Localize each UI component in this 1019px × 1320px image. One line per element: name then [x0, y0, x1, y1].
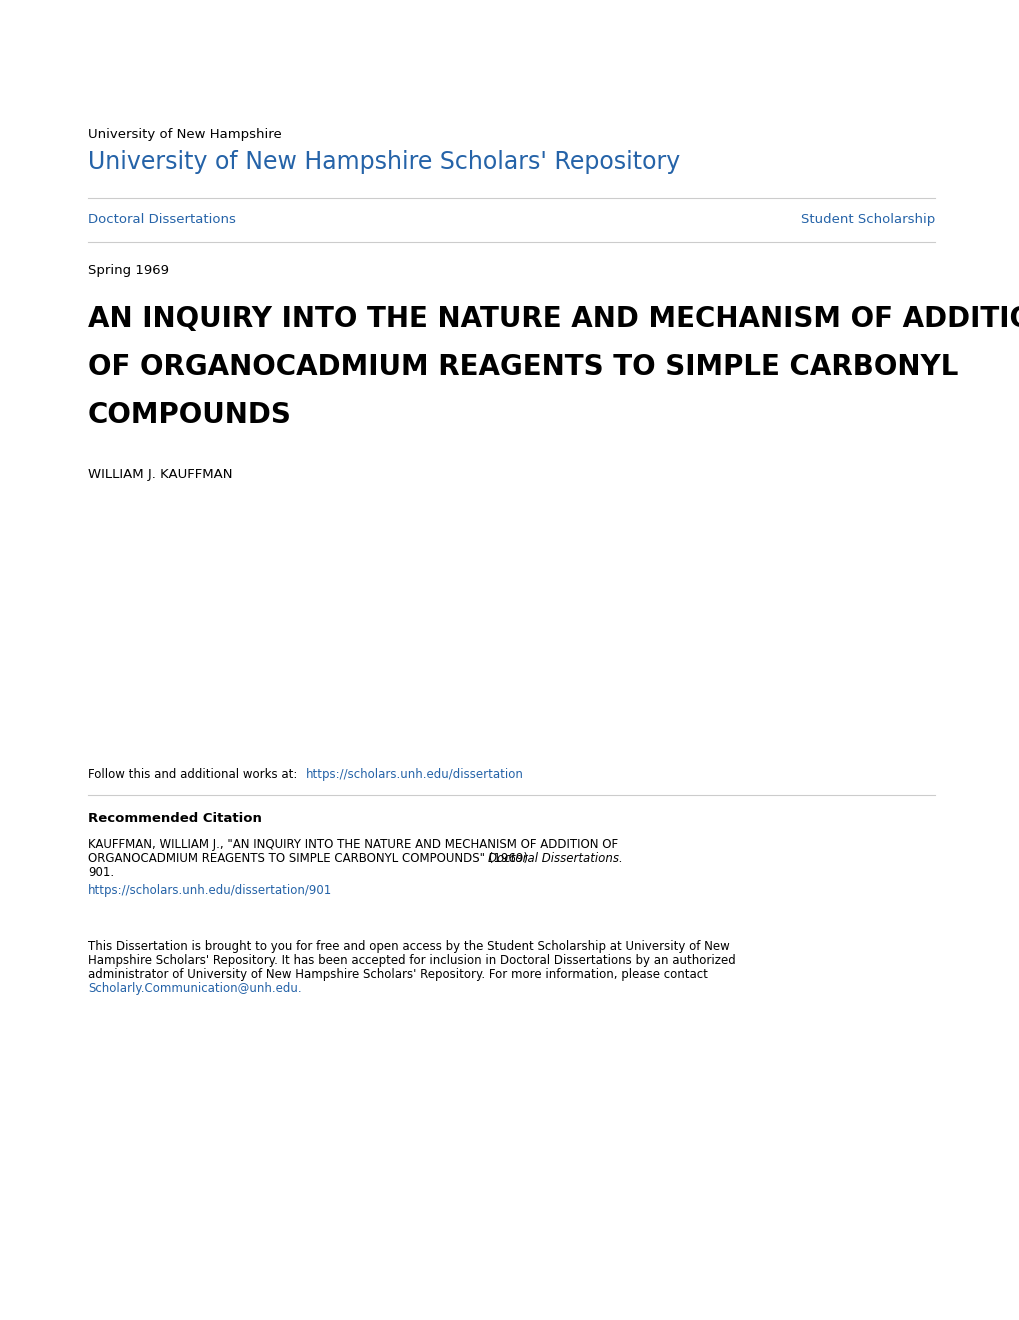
Text: Doctoral Dissertations.: Doctoral Dissertations.	[487, 851, 623, 865]
Text: University of New Hampshire Scholars' Repository: University of New Hampshire Scholars' Re…	[88, 150, 680, 174]
Text: Follow this and additional works at:: Follow this and additional works at:	[88, 768, 301, 781]
Text: 901.: 901.	[88, 866, 114, 879]
Text: OF ORGANOCADMIUM REAGENTS TO SIMPLE CARBONYL: OF ORGANOCADMIUM REAGENTS TO SIMPLE CARB…	[88, 352, 958, 381]
Text: COMPOUNDS: COMPOUNDS	[88, 401, 291, 429]
Text: Spring 1969: Spring 1969	[88, 264, 169, 277]
Text: University of New Hampshire: University of New Hampshire	[88, 128, 281, 141]
Text: Recommended Citation: Recommended Citation	[88, 812, 262, 825]
Text: administrator of University of New Hampshire Scholars' Repository. For more info: administrator of University of New Hamps…	[88, 968, 707, 981]
Text: Scholarly.Communication@unh.edu.: Scholarly.Communication@unh.edu.	[88, 982, 302, 995]
Text: Doctoral Dissertations: Doctoral Dissertations	[88, 213, 235, 226]
Text: Hampshire Scholars' Repository. It has been accepted for inclusion in Doctoral D: Hampshire Scholars' Repository. It has b…	[88, 954, 735, 968]
Text: ORGANOCADMIUM REAGENTS TO SIMPLE CARBONYL COMPOUNDS" (1969).: ORGANOCADMIUM REAGENTS TO SIMPLE CARBONY…	[88, 851, 535, 865]
Text: https://scholars.unh.edu/dissertation: https://scholars.unh.edu/dissertation	[306, 768, 524, 781]
Text: AN INQUIRY INTO THE NATURE AND MECHANISM OF ADDITION: AN INQUIRY INTO THE NATURE AND MECHANISM…	[88, 305, 1019, 333]
Text: Student Scholarship: Student Scholarship	[800, 213, 934, 226]
Text: WILLIAM J. KAUFFMAN: WILLIAM J. KAUFFMAN	[88, 469, 232, 480]
Text: KAUFFMAN, WILLIAM J., "AN INQUIRY INTO THE NATURE AND MECHANISM OF ADDITION OF: KAUFFMAN, WILLIAM J., "AN INQUIRY INTO T…	[88, 838, 618, 851]
Text: https://scholars.unh.edu/dissertation/901: https://scholars.unh.edu/dissertation/90…	[88, 884, 332, 898]
Text: This Dissertation is brought to you for free and open access by the Student Scho: This Dissertation is brought to you for …	[88, 940, 729, 953]
